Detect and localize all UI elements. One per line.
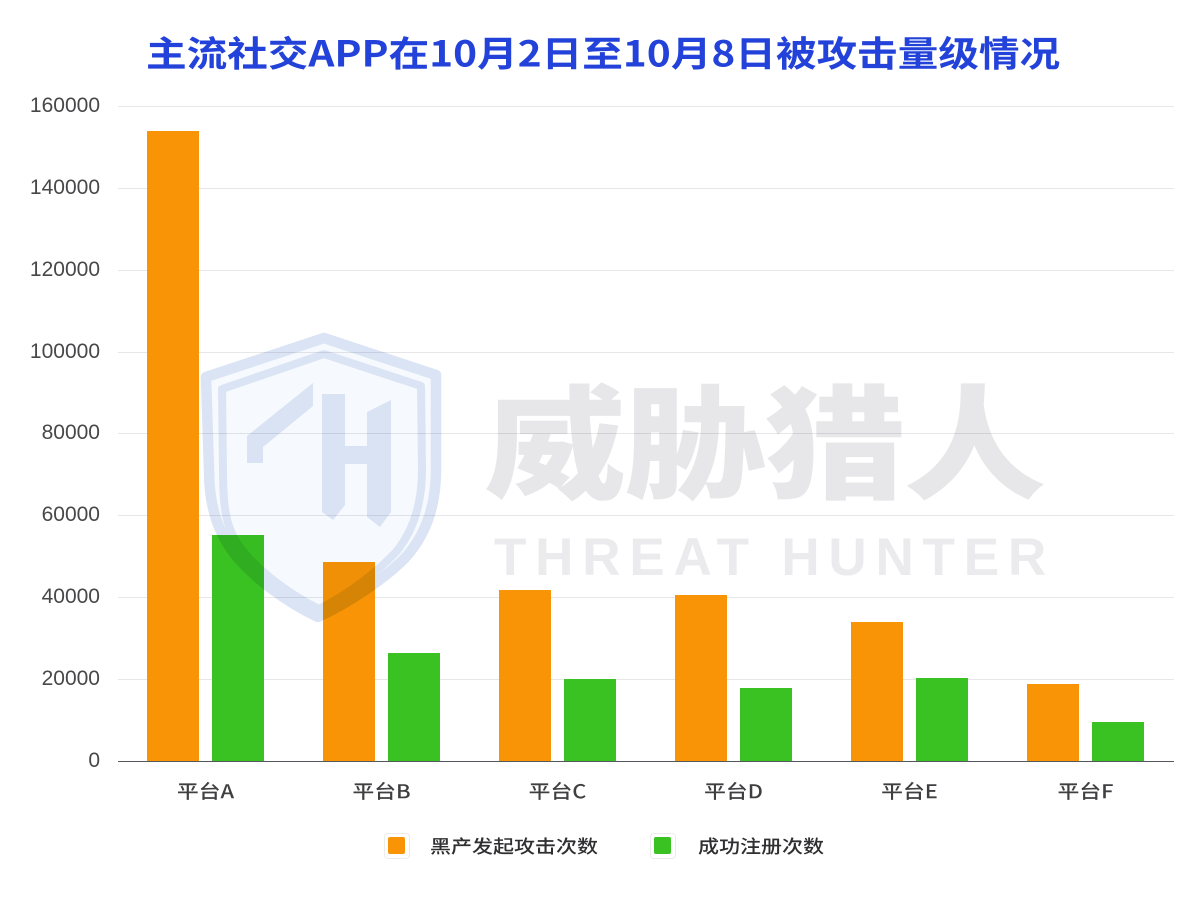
svg-text:THREAT HUNTER: THREAT HUNTER <box>494 528 1055 587</box>
